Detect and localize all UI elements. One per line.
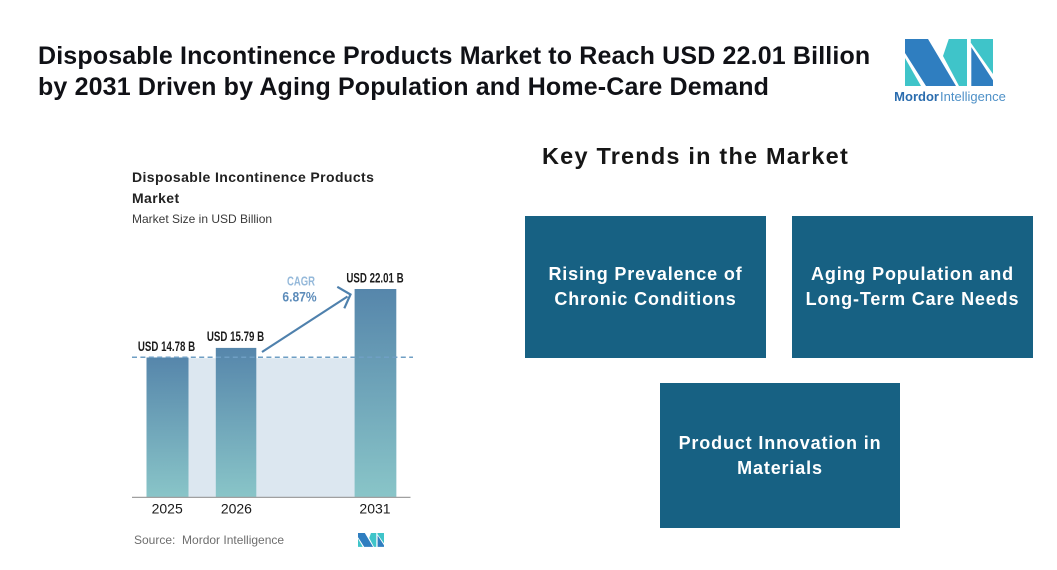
svg-text:2026: 2026 xyxy=(221,501,252,517)
svg-text:CAGR: CAGR xyxy=(287,275,315,289)
svg-text:USD 14.78 B: USD 14.78 B xyxy=(138,340,195,355)
svg-text:6.87%: 6.87% xyxy=(282,289,317,305)
svg-text:USD 15.79 B: USD 15.79 B xyxy=(207,330,264,345)
svg-text:2031: 2031 xyxy=(359,501,390,517)
svg-text:2025: 2025 xyxy=(152,501,183,517)
svg-text:USD 22.01 B: USD 22.01 B xyxy=(346,271,403,286)
